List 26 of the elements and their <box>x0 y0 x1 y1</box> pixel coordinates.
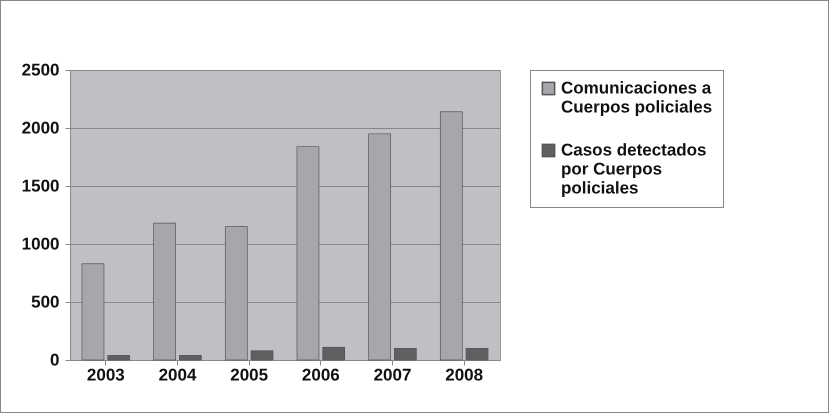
x-tick-label: 2004 <box>158 366 197 384</box>
y-tick-label: 1000 <box>22 234 60 254</box>
legend-label: Comunicaciones a Cuerpos policiales <box>561 78 712 116</box>
y-tick-label: 0 <box>50 350 60 370</box>
bar <box>440 111 463 360</box>
bar <box>107 355 130 360</box>
y-tick-label: 1500 <box>22 176 60 196</box>
x-tick-label: 2005 <box>230 366 268 384</box>
x-tick-label: 2006 <box>302 366 340 384</box>
bar <box>82 263 104 360</box>
y-tick-label: 500 <box>31 292 60 312</box>
bar <box>224 226 248 360</box>
bar <box>368 133 391 360</box>
y-tick-label: 2500 <box>22 60 60 80</box>
x-tick-label: 2007 <box>374 366 412 384</box>
x-tick-label: 2003 <box>86 366 125 384</box>
bar <box>179 355 202 360</box>
bar <box>296 146 320 360</box>
bar <box>250 350 274 360</box>
legend-label: Casos detectados por Cuerpos policiales <box>561 140 706 198</box>
bar <box>394 348 417 360</box>
bar <box>322 346 346 360</box>
y-tick-label: 2000 <box>22 118 60 138</box>
bar <box>466 348 488 360</box>
x-tick-label: 2008 <box>445 366 484 384</box>
bar <box>153 222 176 360</box>
